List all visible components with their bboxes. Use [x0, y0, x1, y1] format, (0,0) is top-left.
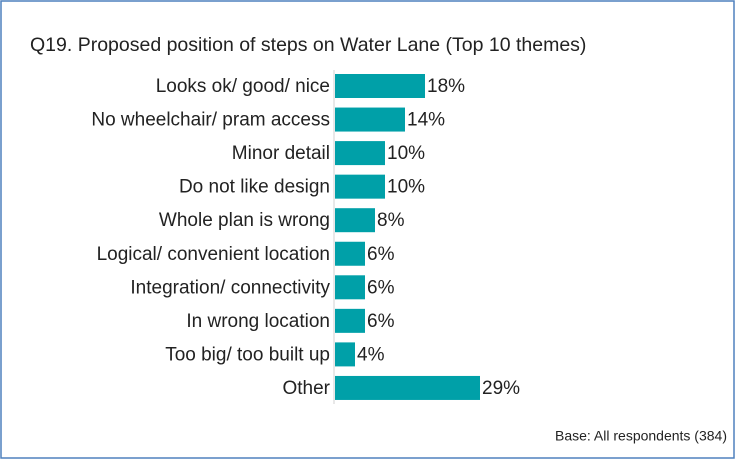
category-label: Other [282, 378, 330, 399]
value-label: 18% [427, 76, 465, 97]
bar [335, 241, 365, 266]
bar [335, 107, 405, 132]
chart-title: Q19. Proposed position of steps on Water… [30, 34, 586, 56]
bar [335, 275, 365, 300]
category-label: Do not like design [179, 177, 330, 198]
value-label: 10% [387, 177, 425, 198]
category-label: Minor detail [232, 143, 330, 164]
bar [335, 74, 425, 98]
value-label: 6% [367, 311, 395, 332]
category-label: Integration/ connectivity [130, 277, 330, 298]
bar [335, 141, 385, 166]
base-note: Base: All respondents (384) [555, 428, 727, 444]
category-label: Too big/ too built up [165, 344, 330, 365]
bar [335, 308, 365, 333]
category-label: Whole plan is wrong [159, 210, 330, 231]
bar [335, 208, 375, 233]
value-label: 4% [357, 344, 385, 365]
bar [335, 174, 385, 199]
category-label: Looks ok/ good/ nice [156, 76, 330, 97]
bar [335, 375, 480, 400]
value-label: 6% [367, 277, 395, 298]
value-label: 10% [387, 143, 425, 164]
value-label: 8% [377, 210, 405, 231]
value-label: 29% [482, 378, 520, 399]
category-label: No wheelchair/ pram access [91, 110, 330, 131]
bar [335, 342, 355, 367]
value-label: 6% [367, 244, 395, 265]
value-label: 14% [407, 110, 445, 131]
category-label: In wrong location [186, 311, 330, 332]
category-label: Logical/ convenient location [97, 244, 330, 265]
